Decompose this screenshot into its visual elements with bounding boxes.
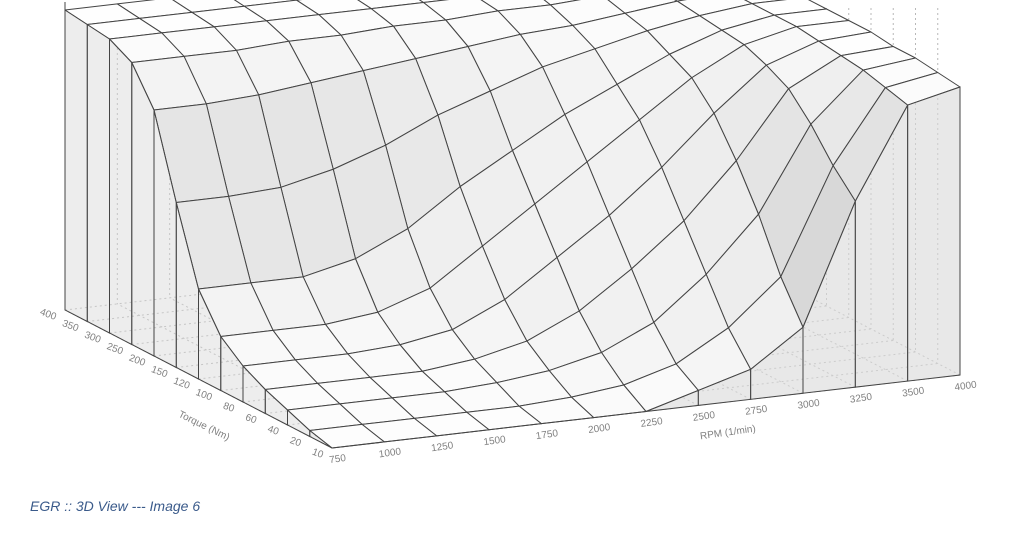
svg-text:3250: 3250: [849, 392, 873, 406]
svg-text:2250: 2250: [640, 416, 664, 430]
svg-text:80: 80: [222, 401, 237, 415]
svg-text:2750: 2750: [745, 404, 769, 418]
svg-text:1500: 1500: [483, 434, 507, 448]
svg-text:200: 200: [127, 353, 147, 369]
svg-text:100: 100: [194, 387, 214, 403]
svg-text:250: 250: [105, 341, 125, 357]
svg-text:350: 350: [61, 318, 81, 334]
svg-text:3500: 3500: [902, 386, 926, 400]
svg-text:10: 10: [311, 447, 326, 461]
surface-3d-chart: 750 1000 1250 1500 1750 2000 2250 2500 2750 3000 3…: [0, 0, 1017, 535]
svg-text:Torque (Nm): Torque (Nm): [176, 409, 231, 443]
svg-text:150: 150: [150, 364, 170, 380]
svg-text:60: 60: [244, 412, 259, 426]
svg-text:3000: 3000: [797, 398, 821, 412]
svg-text:2500: 2500: [692, 410, 716, 424]
svg-text:750: 750: [329, 453, 347, 466]
svg-text:1250: 1250: [431, 440, 455, 454]
svg-text:40: 40: [266, 424, 281, 438]
svg-text:4000: 4000: [954, 379, 978, 393]
svg-text:120: 120: [172, 376, 192, 392]
svg-text:1000: 1000: [378, 446, 402, 460]
svg-text:400: 400: [38, 307, 58, 323]
svg-text:300: 300: [83, 330, 103, 346]
svg-text:2000: 2000: [588, 422, 612, 436]
svg-text:RPM (1/min): RPM (1/min): [699, 424, 756, 443]
svg-text:1750: 1750: [535, 428, 559, 442]
svg-text:20: 20: [288, 435, 303, 449]
chart-caption: EGR :: 3D View --- Image 6: [30, 498, 200, 514]
